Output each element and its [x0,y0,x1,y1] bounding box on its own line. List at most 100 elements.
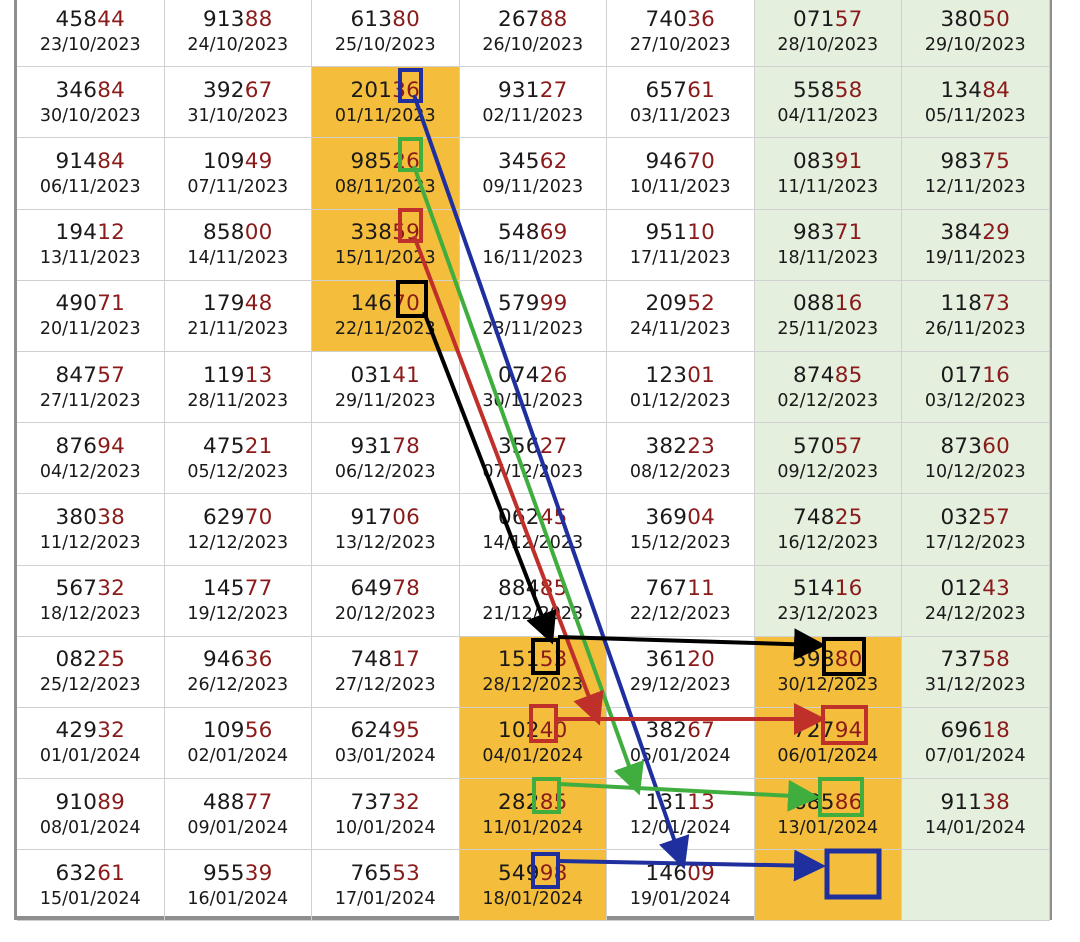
cell-date: 30/10/2023 [39,105,141,126]
cell-number: 34684 [55,77,125,103]
table-cell: 33859 15/11/2023 [312,209,460,281]
cell-date: 26/10/2023 [482,34,584,55]
cell-date: 20/11/2023 [39,319,141,340]
cell-number: 45844 [55,6,125,32]
table-cell: 20952 24/11/2023 [607,280,755,352]
table-cell: 88485 21/12/2023 [459,565,607,637]
table-cell: 34562 09/11/2023 [459,138,607,210]
cell-date: 06/12/2023 [334,461,436,482]
table-cell: 74817 27/12/2023 [312,636,460,708]
cell-date: 12/12/2023 [187,532,289,553]
cell-date: 13/12/2023 [334,532,436,553]
cell-date: 23/11/2023 [482,319,584,340]
table-cell: 94670 10/11/2023 [607,138,755,210]
cell-number: 72794 [793,718,863,744]
cell-date: 17/11/2023 [629,248,731,269]
cell-number: 12301 [645,362,715,388]
cell-date: 17/01/2024 [334,888,436,909]
table-cell: 54869 16/11/2023 [459,209,607,281]
cell-number: 38050 [940,6,1010,32]
cell-date: 29/11/2023 [334,390,436,411]
cell-number: 38429 [940,220,1010,246]
cell-date: 18/12/2023 [39,604,141,625]
cell-number: 07157 [793,6,863,32]
cell-number: 68586 [793,789,863,815]
cell-number: 10956 [203,718,273,744]
cell-number: 13113 [645,789,715,815]
table-cell: 76553 17/01/2024 [312,850,460,922]
cell-number: 51416 [793,576,863,602]
cell-date: 07/01/2024 [924,746,1026,767]
cell-number: 38223 [645,433,715,459]
cell-number: 36120 [645,647,715,673]
cell-date: 22/12/2023 [629,604,731,625]
cell-number: 49071 [55,291,125,317]
cell-date: 09/01/2024 [187,817,289,838]
cell-number: 54869 [498,220,568,246]
table-cell: 08225 25/12/2023 [17,636,165,708]
cell-date: 11/11/2023 [777,176,879,197]
cell-date: 29/10/2023 [924,34,1026,55]
table-cell: 61380 25/10/2023 [312,0,460,68]
cell-number: 95539 [203,860,273,886]
cell-date: 27/10/2023 [629,34,731,55]
cell-date: 05/01/2024 [629,746,731,767]
table-cell: 14670 22/11/2023 [312,280,460,352]
table-cell: 19412 13/11/2023 [17,209,165,281]
table-cell: 38223 08/12/2023 [607,423,755,495]
cell-number: 47521 [203,433,273,459]
cell-date: 22/11/2023 [334,319,436,340]
table-cell: 13113 12/01/2024 [607,779,755,851]
table-cell: 36120 29/12/2023 [607,636,755,708]
table-cell: 38267 05/01/2024 [607,707,755,780]
cell-date: 28/12/2023 [482,675,584,696]
cell-date: 25/11/2023 [777,319,879,340]
cell-date: 02/01/2024 [187,746,289,767]
cell-date: 17/12/2023 [924,532,1026,553]
table-cell: 26788 26/10/2023 [459,0,607,68]
table-cell: 98526 08/11/2023 [312,138,460,210]
cell-date: 31/10/2023 [187,105,289,126]
table-cell: 56732 18/12/2023 [17,565,165,637]
cell-date: 04/01/2024 [482,746,584,767]
cell-date: 06/01/2024 [777,746,879,767]
cell-date: 15/01/2024 [39,888,141,909]
cell-number: 91138 [940,789,1010,815]
cell-number: 91089 [55,789,125,815]
cell-number: 93127 [498,77,568,103]
table-cell: 11913 28/11/2023 [164,351,312,424]
cell-number: 11913 [203,362,273,388]
cell-date: 05/12/2023 [187,461,289,482]
cell-date: 15/11/2023 [334,248,436,269]
cell-date: 26/11/2023 [924,319,1026,340]
table-cell: 51416 23/12/2023 [754,565,902,637]
cell-number: 20136 [350,77,420,103]
cell-number: 98375 [940,148,1010,174]
cell-number: 08391 [793,148,863,174]
cell-number: 01716 [940,362,1010,388]
cell-date: 21/12/2023 [482,604,584,625]
cell-number: 19412 [55,220,125,246]
table-cell: 73732 10/01/2024 [312,779,460,851]
cell-date: 01/11/2023 [334,105,436,126]
table-cell: 48877 09/01/2024 [164,779,312,851]
cell-number: 65761 [645,77,715,103]
cell-number: 62970 [203,504,273,530]
table-cell: 95110 17/11/2023 [607,209,755,281]
cell-date: 14/12/2023 [482,532,584,553]
table-cell: 10956 02/01/2024 [164,707,312,780]
cell-number: 54998 [498,860,568,886]
table-cell: 93127 02/11/2023 [459,67,607,139]
cell-number: 14609 [645,860,715,886]
cell-number: 87694 [55,433,125,459]
table-cell: 74825 16/12/2023 [754,494,902,566]
table-cell: 36904 15/12/2023 [607,494,755,566]
cell-date: 09/11/2023 [482,176,584,197]
cell-date: 01/01/2024 [39,746,141,767]
cell-date: 03/12/2023 [924,390,1026,411]
table-cell [902,850,1050,922]
table-cell: 63261 15/01/2024 [17,850,165,922]
table-cell: 84757 27/11/2023 [17,351,165,424]
table-cell: 91089 08/01/2024 [17,779,165,851]
table-cell: 98371 18/11/2023 [754,209,902,281]
